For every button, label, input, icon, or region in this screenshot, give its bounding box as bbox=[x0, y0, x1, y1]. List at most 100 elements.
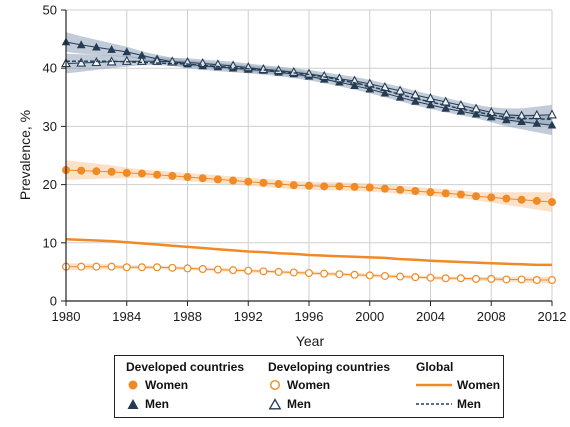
data-point bbox=[229, 176, 238, 185]
data-point bbox=[487, 193, 496, 202]
data-point bbox=[350, 270, 359, 279]
series-line bbox=[66, 60, 553, 121]
data-point bbox=[532, 276, 541, 285]
y-tick-label: 40 bbox=[43, 61, 57, 76]
legend-heading-developed: Developed countries bbox=[126, 360, 245, 374]
data-point bbox=[92, 42, 101, 51]
data-point bbox=[168, 171, 177, 180]
confidence-band bbox=[66, 32, 552, 136]
x-axis-title: Year bbox=[296, 333, 325, 349]
data-point bbox=[517, 117, 526, 125]
data-point bbox=[547, 120, 557, 129]
data-point bbox=[273, 65, 284, 75]
data-point bbox=[396, 272, 405, 281]
legend-label: Women bbox=[287, 378, 331, 392]
data-point bbox=[486, 106, 497, 117]
data-point bbox=[396, 185, 405, 194]
x-tick-label: 1984 bbox=[112, 309, 141, 324]
data-point bbox=[456, 106, 466, 115]
data-point bbox=[335, 182, 344, 191]
series-layer bbox=[61, 37, 557, 285]
legend-item-developing-women: Women bbox=[268, 378, 330, 392]
data-point bbox=[92, 167, 101, 176]
series-developing-countries-women bbox=[61, 262, 556, 285]
data-point bbox=[244, 177, 253, 186]
axes: 0 10 20 30 40 50 1980 1984 1988 1992 1996 2000 2004 2… bbox=[43, 3, 567, 325]
solid-line-icon bbox=[416, 383, 452, 387]
series-developed-countries-women bbox=[62, 166, 556, 207]
data-point bbox=[441, 274, 450, 283]
data-point bbox=[107, 167, 116, 176]
data-point bbox=[426, 273, 435, 282]
legend-label: Women bbox=[145, 378, 189, 392]
x-tick-label: 1988 bbox=[173, 309, 202, 324]
data-point bbox=[304, 68, 314, 78]
data-point bbox=[380, 184, 389, 193]
data-point bbox=[350, 81, 359, 89]
data-point bbox=[107, 45, 116, 53]
data-point bbox=[320, 269, 329, 278]
data-point bbox=[501, 109, 512, 119]
data-point bbox=[122, 168, 131, 177]
data-point bbox=[107, 262, 116, 271]
data-point bbox=[441, 103, 450, 112]
data-point bbox=[547, 276, 556, 285]
data-point bbox=[502, 275, 511, 284]
x-tick-label: 2004 bbox=[416, 309, 445, 324]
data-point bbox=[213, 175, 222, 184]
data-point bbox=[183, 173, 192, 182]
data-point bbox=[411, 273, 420, 282]
y-axis-title: Prevalence, % bbox=[17, 110, 33, 200]
data-point bbox=[122, 263, 131, 272]
data-point bbox=[517, 195, 526, 204]
legend-label: Men bbox=[457, 397, 481, 411]
y-tick-label: 10 bbox=[43, 235, 57, 250]
data-point bbox=[335, 270, 344, 279]
data-point bbox=[122, 47, 132, 56]
data-point bbox=[320, 182, 329, 191]
data-point bbox=[411, 187, 420, 196]
data-point bbox=[213, 265, 222, 274]
legend-item-developed-men: Men bbox=[126, 397, 169, 411]
data-point bbox=[350, 182, 359, 191]
x-tick-label: 2008 bbox=[477, 309, 506, 324]
x-tick-label: 1996 bbox=[295, 309, 324, 324]
x-tick-label: 2000 bbox=[355, 309, 384, 324]
x-tick-label: 1980 bbox=[52, 309, 81, 324]
y-tick-label: 30 bbox=[43, 119, 57, 134]
data-point bbox=[486, 112, 496, 121]
legend-heading-developing: Developing countries bbox=[268, 360, 391, 374]
data-point bbox=[274, 267, 283, 276]
data-point bbox=[305, 269, 314, 278]
data-point bbox=[426, 188, 435, 197]
series-global-men bbox=[66, 60, 553, 121]
open-triangle-icon bbox=[268, 398, 282, 410]
data-point bbox=[410, 89, 421, 99]
data-point bbox=[456, 190, 465, 199]
series-line bbox=[65, 238, 552, 267]
data-point bbox=[380, 271, 389, 280]
data-point bbox=[198, 264, 207, 273]
data-point bbox=[472, 192, 481, 201]
data-point bbox=[289, 181, 298, 190]
data-point bbox=[137, 169, 146, 178]
data-point bbox=[183, 264, 192, 273]
x-tick-label: 1992 bbox=[234, 309, 263, 324]
y-tick-label: 50 bbox=[43, 3, 57, 18]
data-point bbox=[502, 115, 511, 124]
data-point bbox=[532, 119, 542, 127]
data-point bbox=[259, 178, 268, 187]
data-point bbox=[168, 263, 177, 272]
data-point bbox=[244, 266, 253, 275]
dashed-line-icon bbox=[416, 403, 452, 405]
data-point bbox=[441, 189, 450, 198]
legend-item-global-women: Women bbox=[416, 378, 500, 392]
legend-item-global-men: Men bbox=[416, 397, 481, 411]
data-point bbox=[289, 268, 298, 277]
legend: Developed countries Developing countries… bbox=[114, 355, 504, 418]
data-point bbox=[259, 267, 268, 276]
data-point bbox=[365, 271, 374, 280]
data-point bbox=[547, 109, 557, 119]
data-point bbox=[77, 262, 86, 271]
filled-triangle-icon bbox=[127, 399, 139, 409]
